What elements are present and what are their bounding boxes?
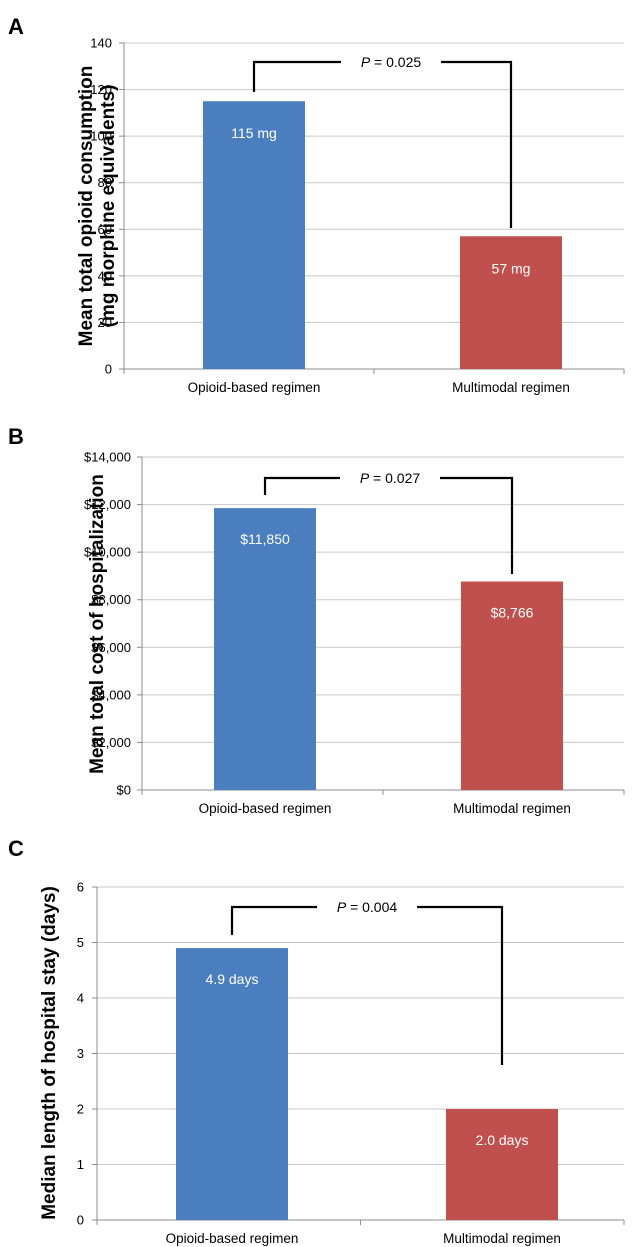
p-value-label: P = 0.025 — [361, 54, 422, 70]
category-label: Opioid-based regimen — [199, 801, 332, 816]
panel-a: A 0 20 40 60 80 100 120 140 115 mg Opioid-based re… — [8, 14, 625, 395]
y-tick-label: 80 — [98, 175, 112, 190]
y-tick-label: 140 — [90, 36, 112, 51]
p-value: = 0.004 — [346, 899, 397, 915]
y-axis-title: Mean total opioid consumption — [76, 66, 97, 347]
p-value: = 0.027 — [369, 470, 420, 486]
y-axis-title: (mg morphine equivalents) — [98, 85, 119, 328]
y-tick-label: 0 — [77, 1213, 84, 1228]
panel-b: B $0 $2,000 $4,000 $6,000 $8,000 $10,000 $12,00… — [8, 424, 625, 816]
bar-multimodal — [460, 236, 562, 369]
y-tick-label: 1 — [77, 1157, 84, 1172]
panel-letter: A — [8, 14, 24, 39]
y-tick-label: 5 — [77, 935, 84, 950]
bar-opioid-based — [214, 508, 316, 790]
bar-multimodal — [461, 581, 563, 790]
p-value-label: P = 0.004 — [337, 899, 398, 915]
bar-multimodal — [446, 1109, 558, 1220]
y-tick-label: $8,000 — [91, 592, 131, 607]
y-tick-label: 2 — [77, 1102, 84, 1117]
y-tick-label: $2,000 — [91, 735, 131, 750]
data-label: $8,766 — [491, 604, 534, 620]
y-tick-label: $12,000 — [84, 497, 131, 512]
y-tick-label: 60 — [98, 222, 112, 237]
data-label: $11,850 — [240, 531, 290, 547]
y-tick-label: 120 — [90, 82, 112, 97]
data-label: 57 mg — [492, 260, 531, 276]
category-label: Multimodal regimen — [453, 801, 571, 816]
data-label: 4.9 days — [206, 971, 259, 987]
p-symbol: P — [360, 470, 370, 486]
y-axis-title: Mean total cost of hospitalization — [87, 474, 108, 774]
panel-letter: B — [8, 424, 24, 449]
y-tick-label: $6,000 — [91, 640, 131, 655]
y-axis-title: Median length of hospital stay (days) — [39, 886, 60, 1220]
y-tick-label: 20 — [98, 315, 112, 330]
significance-bracket — [230, 905, 504, 1065]
y-tick-label: 0 — [105, 362, 112, 377]
panel-c: C 0 1 2 3 4 5 6 4.9 days Opioid-based regimen 2.0 … — [8, 836, 625, 1246]
y-tick-label: $0 — [117, 783, 131, 798]
data-label: 115 mg — [231, 125, 277, 141]
p-symbol: P — [337, 899, 347, 915]
p-symbol: P — [361, 54, 371, 70]
y-tick-label: 100 — [90, 129, 112, 144]
y-tick-label: $14,000 — [84, 450, 131, 465]
y-tick-label: 40 — [98, 268, 112, 283]
category-label: Opioid-based regimen — [166, 1231, 299, 1246]
p-value: = 0.025 — [370, 54, 421, 70]
y-tick-label: 3 — [77, 1046, 84, 1061]
y-tick-label: 6 — [77, 880, 84, 895]
panel-letter: C — [8, 836, 24, 861]
category-label: Multimodal regimen — [443, 1231, 561, 1246]
bar-opioid-based — [176, 948, 288, 1220]
y-tick-label: $10,000 — [84, 545, 131, 560]
y-tick-label: 4 — [77, 991, 84, 1006]
significance-bracket — [252, 60, 513, 228]
y-tick-label: $4,000 — [91, 687, 131, 702]
category-label: Multimodal regimen — [452, 380, 570, 395]
p-value-label: P = 0.027 — [360, 470, 421, 486]
significance-bracket — [263, 476, 514, 574]
category-label: Opioid-based regimen — [188, 380, 321, 395]
data-label: 2.0 days — [476, 1132, 529, 1148]
bar-opioid-based — [203, 101, 305, 369]
